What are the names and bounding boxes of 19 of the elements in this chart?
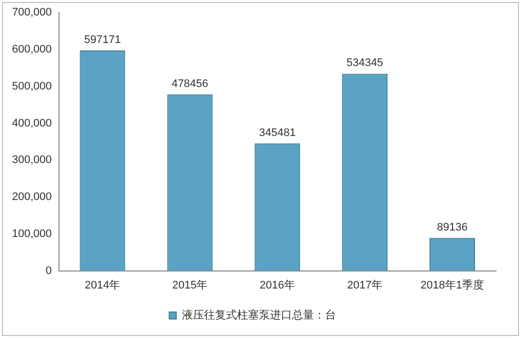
x-tick-label: 2015年: [172, 279, 208, 292]
y-tick-label: 600,000: [12, 44, 52, 56]
data-label: 478456: [172, 78, 208, 90]
x-tick-label: 2018年1季度: [420, 278, 484, 292]
y-tick-label: 500,000: [12, 80, 52, 92]
y-tick-label: 200,000: [12, 191, 52, 204]
y-tick-label: 100,000: [12, 228, 52, 240]
x-tick-label: 2014年: [84, 279, 120, 292]
legend-label: 液压往复式柱塞泵进口总量：台: [182, 308, 336, 322]
data-label: 345481: [259, 126, 296, 139]
x-tick-label: 2016年: [260, 279, 296, 292]
y-tick-label: 700,000: [12, 6, 52, 19]
x-tick-label: 2017年: [347, 279, 383, 292]
data-label: 89136: [436, 221, 468, 234]
y-tick-label: 300,000: [12, 154, 52, 166]
data-label: 597171: [84, 34, 121, 46]
y-tick-label: 0: [46, 264, 52, 277]
data-label: 534345: [346, 57, 384, 70]
y-tick-label: 400,000: [12, 117, 52, 130]
